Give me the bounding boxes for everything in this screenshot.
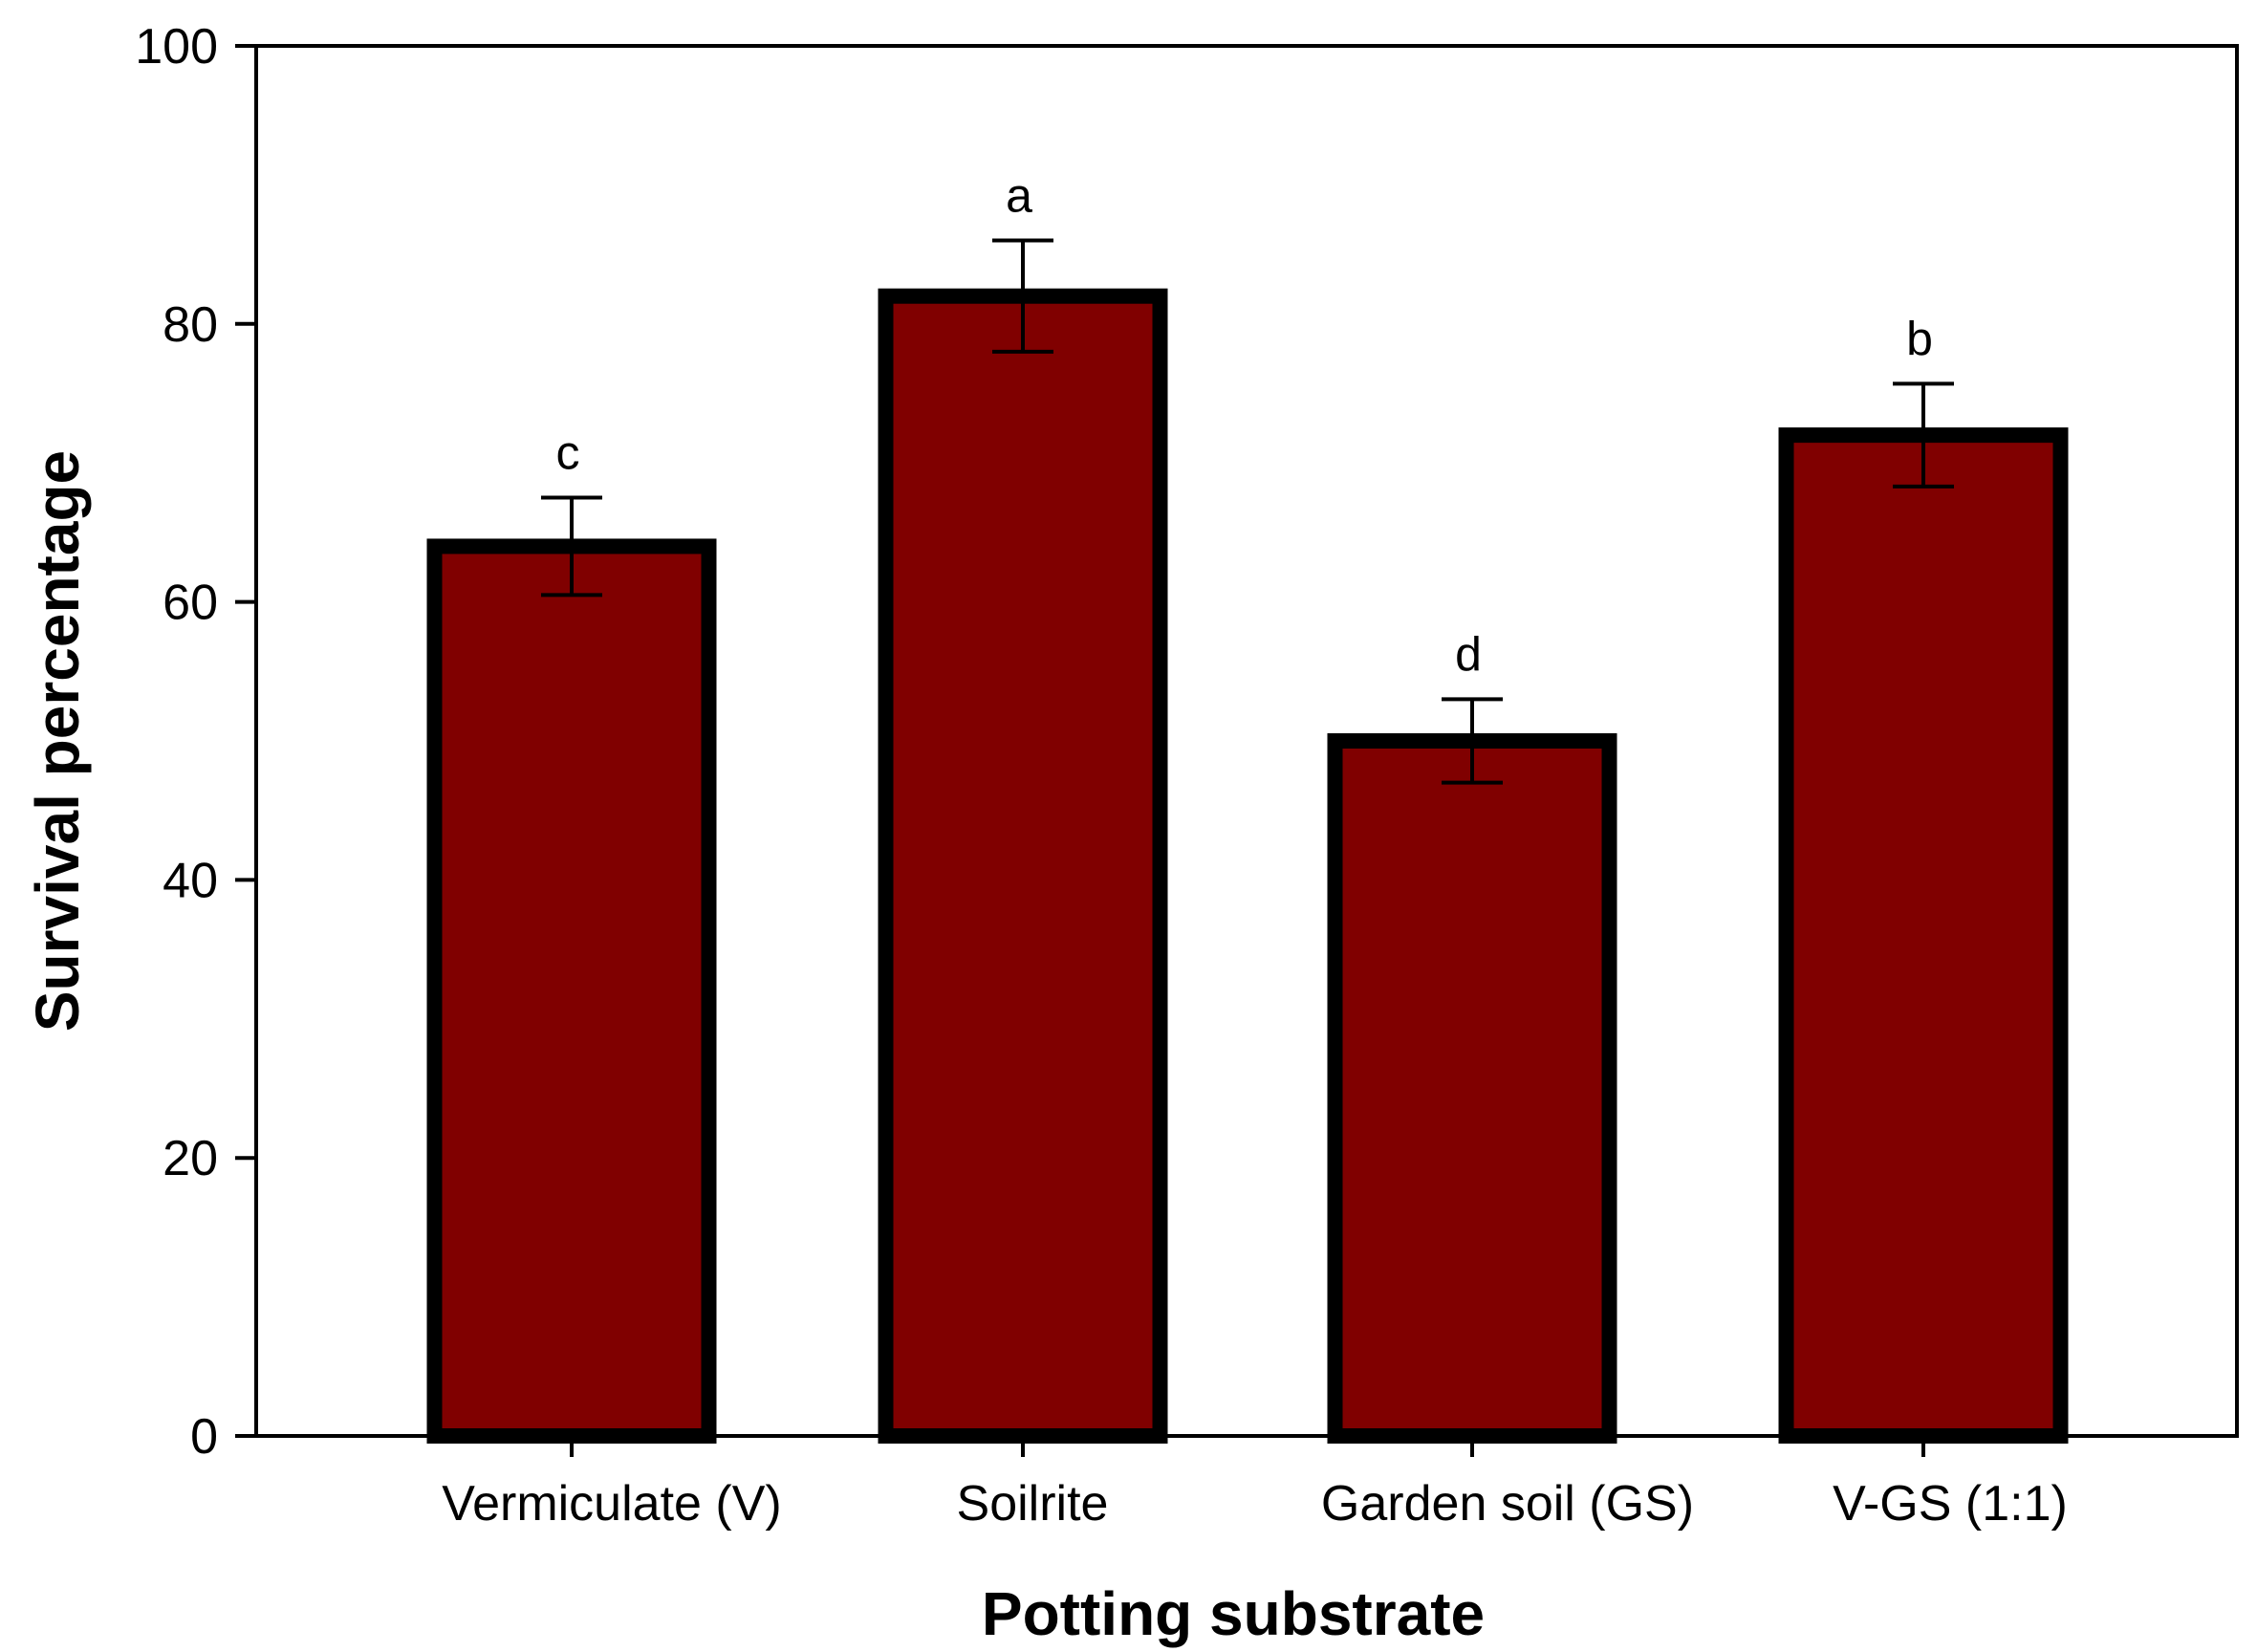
- y-tick-label: 40: [163, 853, 218, 908]
- bars: [426, 288, 2069, 1445]
- significance-letter: c: [556, 426, 580, 480]
- x-axis-title: Potting substrate: [982, 1579, 1485, 1648]
- bar: [426, 538, 717, 1444]
- bar: [878, 288, 1168, 1445]
- error-bars: [541, 238, 1954, 785]
- y-tick-label: 100: [135, 19, 218, 75]
- x-tick-label: Vermiculate (V): [442, 1476, 781, 1532]
- y-axis-ticks: 0 20 40 60 80 100: [135, 19, 256, 1465]
- bar: [1778, 427, 2069, 1444]
- y-axis-title: Survival percentage: [23, 450, 92, 1032]
- x-tick-label: Soilrite: [957, 1476, 1109, 1532]
- significance-letter: d: [1455, 627, 1482, 681]
- y-tick-label: 20: [163, 1131, 218, 1186]
- x-axis-ticks: Vermiculate (V) Soilrite Garden soil (GS) V…: [442, 1436, 2068, 1532]
- significance-letter: b: [1906, 312, 1933, 365]
- y-tick-label: 60: [163, 576, 218, 631]
- x-tick-label: Garden soil (GS): [1321, 1476, 1694, 1532]
- bar: [1327, 733, 1617, 1444]
- x-tick-label: V-GS (1:1): [1833, 1476, 2068, 1532]
- y-tick-label: 80: [163, 297, 218, 353]
- plot-frame: [254, 44, 2239, 1438]
- y-tick-label: 0: [190, 1409, 218, 1465]
- significance-letters: c a d b: [556, 169, 1933, 682]
- significance-letter: a: [1006, 169, 1032, 223]
